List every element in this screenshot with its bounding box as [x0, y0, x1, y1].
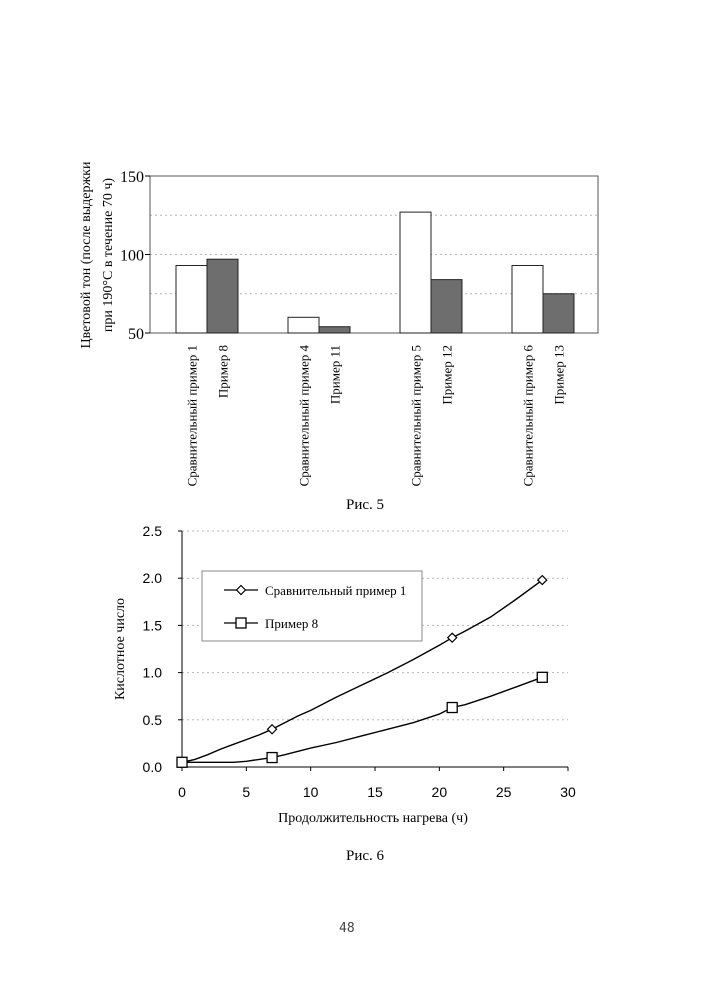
bar [430, 279, 463, 334]
legend-label: Сравнительный пример 1 [265, 583, 406, 598]
bar-category-label: Пример 11 [328, 345, 343, 404]
x-tick-label: 0 [178, 784, 186, 800]
data-point-diamond [266, 723, 278, 735]
series-line [182, 676, 543, 763]
x-tick-label: 20 [432, 784, 448, 800]
y-axis-label: Кислотное число [113, 598, 128, 700]
figure-5-caption: Рис. 5 [346, 497, 385, 513]
x-tick-label: 25 [496, 784, 512, 800]
y-axis-label-line: Цветовой тон (после выдержки [79, 161, 94, 348]
x-tick-label: 30 [560, 784, 576, 800]
bar [206, 258, 239, 334]
y-tick-label: 0.0 [143, 759, 163, 775]
bar [542, 293, 575, 334]
bar-category-label: Сравнительный пример 5 [409, 345, 424, 486]
y-axis-label-line: при 190°С в течение 70 ч) [101, 178, 116, 333]
x-tick-label: 5 [242, 784, 250, 800]
series-line [181, 579, 543, 763]
legend-marker-square [235, 617, 247, 629]
bar-category-label: Пример 13 [552, 345, 567, 405]
bar-category-label: Сравнительный пример 1 [185, 345, 200, 486]
bar [399, 211, 432, 334]
y-tick-label: 100 [120, 248, 144, 265]
bar [511, 264, 544, 334]
bar-category-label: Пример 8 [216, 345, 231, 398]
y-tick-label: 2.5 [143, 523, 163, 539]
y-tick-label: 1.0 [143, 665, 163, 681]
bar [175, 264, 208, 334]
page-number: 48 [339, 921, 355, 936]
y-tick-label: 0.5 [143, 712, 163, 728]
y-tick-label: 150 [120, 169, 144, 186]
data-point-diamond [446, 632, 458, 644]
legend-label: Пример 8 [265, 616, 318, 631]
data-point-square [536, 671, 548, 683]
data-point-diamond [176, 756, 188, 768]
data-point-square [176, 756, 188, 768]
data-point-square [266, 751, 278, 764]
figure-6-caption: Рис. 6 [346, 848, 385, 864]
y-tick-label: 1.5 [143, 617, 163, 633]
bar [318, 326, 351, 334]
x-axis-label: Продолжительность нагрева (ч) [278, 811, 468, 826]
x-tick-label: 15 [367, 784, 383, 800]
y-tick-label: 50 [128, 326, 144, 343]
x-tick-label: 10 [303, 784, 319, 800]
bar-category-label: Пример 12 [440, 345, 455, 405]
legend-marker-diamond [235, 584, 247, 596]
bar-category-label: Сравнительный пример 6 [521, 345, 536, 487]
bar [287, 316, 320, 334]
bar-category-label: Сравнительный пример 4 [297, 345, 312, 487]
data-point-diamond [536, 574, 548, 586]
legend-box [201, 570, 423, 642]
y-tick-label: 2.0 [143, 570, 163, 586]
figure-5-bar-chart: 50 100 150 Цветовой тон (после выдержки при … [79, 161, 599, 487]
data-point-square [446, 701, 458, 714]
